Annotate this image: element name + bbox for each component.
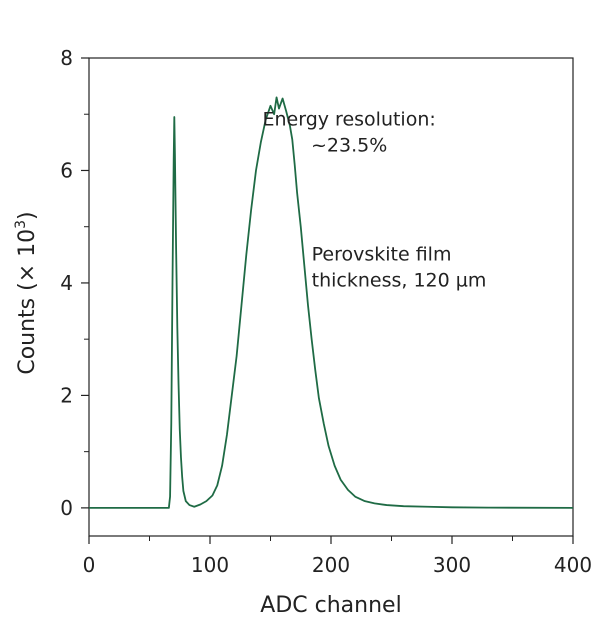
y-axis-title: Counts (× 103) xyxy=(13,211,40,374)
x-tick-label: 300 xyxy=(433,553,471,577)
annotation-line: thickness, 120 µm xyxy=(312,269,487,291)
annotation-thickness: Perovskite film thickness, 120 µm xyxy=(312,243,487,291)
series-line xyxy=(89,96,574,509)
y-tick-label: 8 xyxy=(60,46,73,70)
x-tick-label: 400 xyxy=(554,553,592,577)
x-tick-label: 100 xyxy=(191,553,229,577)
y-axis-title-superscript: 3 xyxy=(13,220,29,229)
y-tick-label: 6 xyxy=(60,158,73,182)
x-tick-label: 200 xyxy=(312,553,350,577)
y-axis-title-close: ) xyxy=(15,211,40,220)
x-tick-label: 0 xyxy=(83,553,96,577)
annotation-energy: Energy resolution: ~23.5% xyxy=(263,108,436,156)
annotation-group: Energy resolution: ~23.5% Perovskite film t… xyxy=(263,108,487,291)
tick-group: 0 100 200 300 400 0 2 4 6 8 xyxy=(60,46,592,577)
y-axis-title-main: Counts (× 10 xyxy=(15,229,40,375)
y-tick-label: 2 xyxy=(60,383,73,407)
x-axis-title: ADC channel xyxy=(260,593,401,618)
y-tick-label: 0 xyxy=(60,496,73,520)
annotation-line: Energy resolution: xyxy=(263,108,436,130)
annotation-line: ~23.5% xyxy=(311,134,387,156)
y-tick-label: 4 xyxy=(60,271,73,295)
series-group xyxy=(89,96,574,509)
annotation-line: Perovskite film xyxy=(312,243,452,265)
